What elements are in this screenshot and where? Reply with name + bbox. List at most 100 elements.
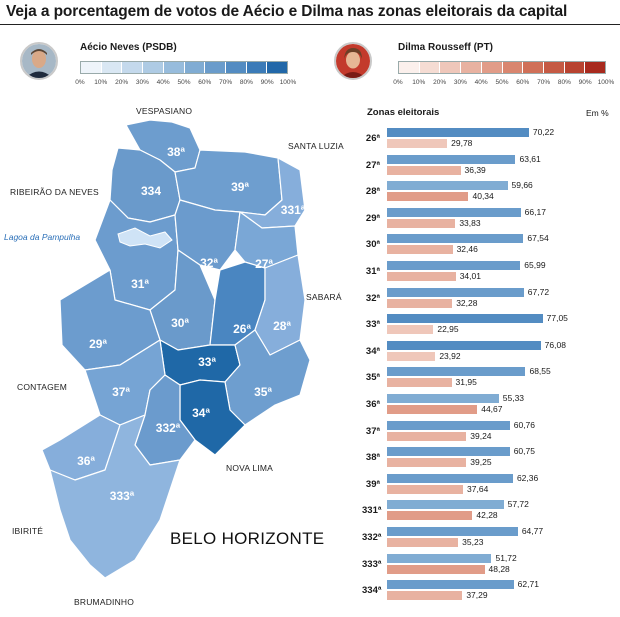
zone-row-label: 30ª [365, 239, 380, 251]
zone-row-label: 35ª [365, 372, 380, 384]
zone-row: 38ª 60,75 39,25 [362, 446, 620, 471]
dilma-value-label: 34,01 [459, 271, 481, 281]
zone-row: 32ª 67,72 32,28 [362, 286, 620, 312]
dilma-bar [387, 139, 448, 148]
dilma-bar [387, 431, 467, 441]
place-vespasiano: VESPASIANO [136, 106, 193, 116]
aecio-value-label: 57,72 [507, 499, 529, 510]
aecio-name: Aécio Neves (PSDB) [80, 42, 177, 53]
table-unit: Em % [586, 108, 609, 118]
zone-row: 332ª 64,77 35,23 [362, 526, 620, 551]
zone-row-label: 28ª [365, 186, 380, 198]
aecio-value-label: 66,17 [524, 206, 546, 217]
aecio-bar [387, 207, 521, 217]
zone-333-area [49, 414, 181, 579]
scale-step [225, 62, 247, 73]
scale-tick-label: 70% [219, 79, 233, 86]
scale-tick-label: 40% [474, 79, 488, 86]
scale-tick-label: 80% [239, 79, 253, 86]
scale-step [523, 62, 544, 73]
scale-step [143, 62, 164, 73]
dilma-value-label: 37,29 [466, 590, 488, 601]
aecio-value-label: 55,33 [502, 393, 525, 403]
zone-row: 37ª 60,76 39,24 [362, 420, 620, 445]
aecio-bar [387, 500, 504, 510]
dilma-value-label: 29,78 [451, 138, 473, 148]
dilma-value-label: 44,67 [481, 404, 503, 414]
dilma-bar [387, 405, 478, 414]
scale-tick-label: 0% [393, 79, 403, 86]
zone-row: 29ª 66,17 33,83 [362, 206, 620, 232]
zone-label-36: 36ª [77, 454, 95, 468]
scale-tick-label: 80% [557, 79, 571, 86]
aecio-value-label: 67,72 [527, 286, 550, 297]
dilma-bar [387, 298, 453, 308]
lake-label: Lagoa da Pampulha [4, 232, 81, 242]
zone-label-334: 334 [140, 184, 162, 198]
aecio-value-label: 62,71 [517, 579, 539, 590]
scale-tick-label: 90% [578, 79, 592, 86]
zone-row-label: 331ª [362, 505, 382, 517]
zone-row: 26ª 70,22 29,78 [362, 127, 620, 152]
place-ribeirao-das-neves: RIBEIRÃO DA NEVES [10, 187, 99, 197]
scale-tick-label: 40% [156, 79, 170, 86]
zone-label-29: 29ª [89, 337, 107, 351]
scale-tick-label: 90% [260, 79, 274, 86]
scale-tick-label: 60% [198, 79, 212, 86]
scale-tick-label: 100% [597, 79, 615, 86]
zone-label-30: 30ª [171, 316, 189, 330]
zone-row-label: 29ª [365, 212, 380, 224]
zone-label-31: 31ª [131, 277, 149, 291]
zone-row-label: 34ª [365, 345, 380, 357]
scale-step [543, 62, 565, 73]
zone-row-label: 39ª [365, 478, 380, 490]
scale-tick-label: 100% [279, 79, 297, 86]
aecio-bar [387, 181, 508, 191]
zone-row: 35ª 68,55 31,95 [362, 366, 620, 391]
dilma-value-label: 22,95 [437, 324, 459, 335]
aecio-value-label: 76,08 [544, 339, 566, 350]
zone-row: 27ª 63,61 36,39 [362, 154, 620, 179]
aecio-bar [387, 234, 524, 244]
zone-map: 38ª 334 39ª 331ª 32ª 27ª 31ª 30ª 26ª 28ª… [0, 92, 365, 617]
scale-step [399, 62, 420, 73]
zone-row-label: 31ª [365, 266, 380, 277]
aecio-value-label: 51,72 [495, 552, 517, 563]
aecio-value-label: 70,22 [532, 127, 555, 137]
dilma-bar [387, 511, 473, 521]
scale-step [440, 62, 462, 73]
scale-tick-label: 60% [516, 79, 530, 86]
aecio-photo [20, 42, 58, 80]
aecio-bar [387, 447, 510, 457]
aecio-value-label: 77,05 [546, 313, 568, 324]
dilma-value-label: 31,95 [455, 377, 477, 388]
table-header: Zonas eleitorais [367, 107, 440, 118]
dilma-value-label: 48,28 [488, 563, 510, 574]
zone-label-35: 35ª [254, 385, 272, 399]
scale-tick-label: 20% [115, 79, 129, 86]
place-santa-luzia: SANTA LUZIA [288, 141, 344, 151]
aecio-value-label: 59,66 [511, 180, 533, 191]
zone-row: 36ª 55,33 44,67 [362, 393, 620, 418]
aecio-bar [387, 128, 529, 137]
zone-row: 30ª 67,54 32,46 [362, 233, 620, 258]
aecio-bar [387, 261, 521, 270]
dilma-name: Dilma Rousseff (PT) [398, 42, 494, 53]
dilma-bar [387, 192, 469, 202]
zone-label-32: 32ª [200, 256, 218, 270]
aecio-bar [387, 367, 526, 377]
aecio-bar [387, 420, 510, 430]
aecio-bar [387, 527, 518, 536]
zone-row: 39ª 62,36 37,64 [362, 473, 620, 498]
dilma-photo [334, 42, 372, 80]
aecio-bar [387, 287, 524, 297]
scale-tick-label: 50% [177, 79, 191, 86]
zone-row-label: 27ª [365, 159, 380, 171]
aecio-bar [387, 580, 514, 590]
aecio-value-label: 64,77 [521, 526, 544, 536]
zone-35-area [224, 329, 311, 426]
place-brumadinho: BRUMADINHO [74, 597, 135, 607]
dilma-value-label: 32,28 [456, 297, 478, 308]
zone-row-label: 38ª [365, 452, 380, 464]
scale-tick-label: 20% [433, 79, 447, 86]
